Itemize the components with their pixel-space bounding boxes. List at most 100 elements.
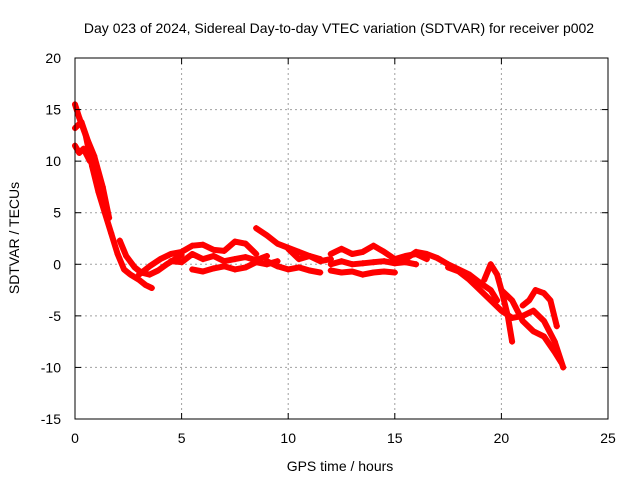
- data-point: [477, 287, 484, 294]
- data-point: [167, 250, 174, 257]
- data-point: [349, 250, 356, 257]
- data-point: [504, 312, 511, 319]
- data-point: [242, 264, 249, 271]
- data-point: [91, 152, 98, 159]
- data-point: [338, 245, 345, 252]
- data-point: [189, 242, 196, 249]
- data-point: [530, 307, 537, 314]
- data-point: [370, 259, 377, 266]
- data-point: [509, 338, 516, 345]
- data-point: [498, 287, 505, 294]
- grid: [75, 58, 608, 419]
- y-tick-label: 0: [53, 256, 61, 272]
- data-point: [553, 323, 560, 330]
- data-point: [199, 256, 206, 263]
- x-tick-labels: 0 5 10 15 20 25: [71, 430, 616, 446]
- series-track-2: [72, 118, 113, 221]
- data-point: [295, 248, 302, 255]
- data-point: [199, 241, 206, 248]
- x-tick-label: 5: [178, 430, 186, 446]
- x-tick-label: 25: [600, 430, 616, 446]
- data-point: [163, 261, 170, 268]
- data-point: [327, 261, 334, 268]
- data-point: [551, 348, 558, 355]
- data-point: [532, 287, 539, 294]
- data-point: [253, 259, 260, 266]
- chart-title: Day 023 of 2024, Sidereal Day-to-day VTE…: [84, 20, 594, 36]
- data-point: [231, 238, 238, 245]
- data-point: [558, 359, 565, 366]
- data-point: [370, 242, 377, 249]
- data-point: [157, 256, 164, 263]
- x-tick-label: 20: [494, 430, 510, 446]
- y-tick-labels: 20 15 10 5 0 -5 -10 -15: [41, 50, 61, 427]
- data-point: [263, 258, 270, 265]
- data-point: [541, 290, 548, 297]
- data-point: [445, 264, 452, 271]
- data-point: [487, 261, 494, 268]
- data-point: [423, 250, 430, 257]
- series-track-4: [116, 237, 185, 278]
- data-point: [487, 297, 494, 304]
- data-point: [199, 268, 206, 275]
- data-point: [263, 253, 270, 260]
- data-point: [359, 271, 366, 278]
- data-point: [541, 333, 548, 340]
- data-point: [381, 248, 388, 255]
- data-point: [317, 258, 324, 265]
- data-point: [327, 267, 334, 274]
- data-point: [131, 264, 138, 271]
- data-point: [349, 261, 356, 268]
- data-point: [285, 245, 292, 252]
- data-point: [80, 145, 87, 152]
- data-point: [391, 260, 398, 267]
- data-point: [547, 297, 554, 304]
- data-point: [381, 258, 388, 265]
- data-point: [263, 232, 270, 239]
- data-point: [519, 302, 526, 309]
- data-point: [541, 318, 548, 325]
- data-point: [349, 268, 356, 275]
- y-tick-label: -10: [41, 359, 61, 375]
- data-point: [210, 265, 217, 272]
- data-point: [498, 307, 505, 314]
- data-point: [108, 230, 115, 237]
- data-point: [127, 271, 134, 278]
- data-point: [306, 253, 313, 260]
- data-point: [99, 183, 106, 190]
- data-point: [76, 149, 83, 156]
- data-point: [221, 247, 228, 254]
- data-point: [327, 256, 334, 263]
- data-point: [253, 250, 260, 257]
- y-tick-label: 5: [53, 205, 61, 221]
- data-point: [221, 263, 228, 270]
- data-point: [274, 240, 281, 247]
- data-point: [84, 137, 91, 144]
- data-point: [123, 253, 130, 260]
- data-point: [95, 189, 102, 196]
- data-point: [306, 267, 313, 274]
- data-point: [530, 328, 537, 335]
- data-point: [86, 158, 93, 165]
- x-axis-title: GPS time / hours: [287, 458, 394, 474]
- data-point: [327, 250, 334, 257]
- data-point: [155, 267, 162, 274]
- data-point: [413, 248, 420, 255]
- data-point: [519, 318, 526, 325]
- data-point: [370, 269, 377, 276]
- data-series: [72, 101, 567, 371]
- data-point: [381, 268, 388, 275]
- data-point: [242, 254, 249, 261]
- data-point: [466, 276, 473, 283]
- x-tick-label: 0: [71, 430, 79, 446]
- data-point: [338, 269, 345, 276]
- data-point: [481, 276, 488, 283]
- data-point: [359, 248, 366, 255]
- data-point: [242, 240, 249, 247]
- data-point: [146, 271, 153, 278]
- data-point: [253, 225, 260, 232]
- y-tick-label: 20: [45, 50, 61, 66]
- data-point: [114, 250, 121, 257]
- axis-ticks: [74, 57, 609, 420]
- data-point: [231, 266, 238, 273]
